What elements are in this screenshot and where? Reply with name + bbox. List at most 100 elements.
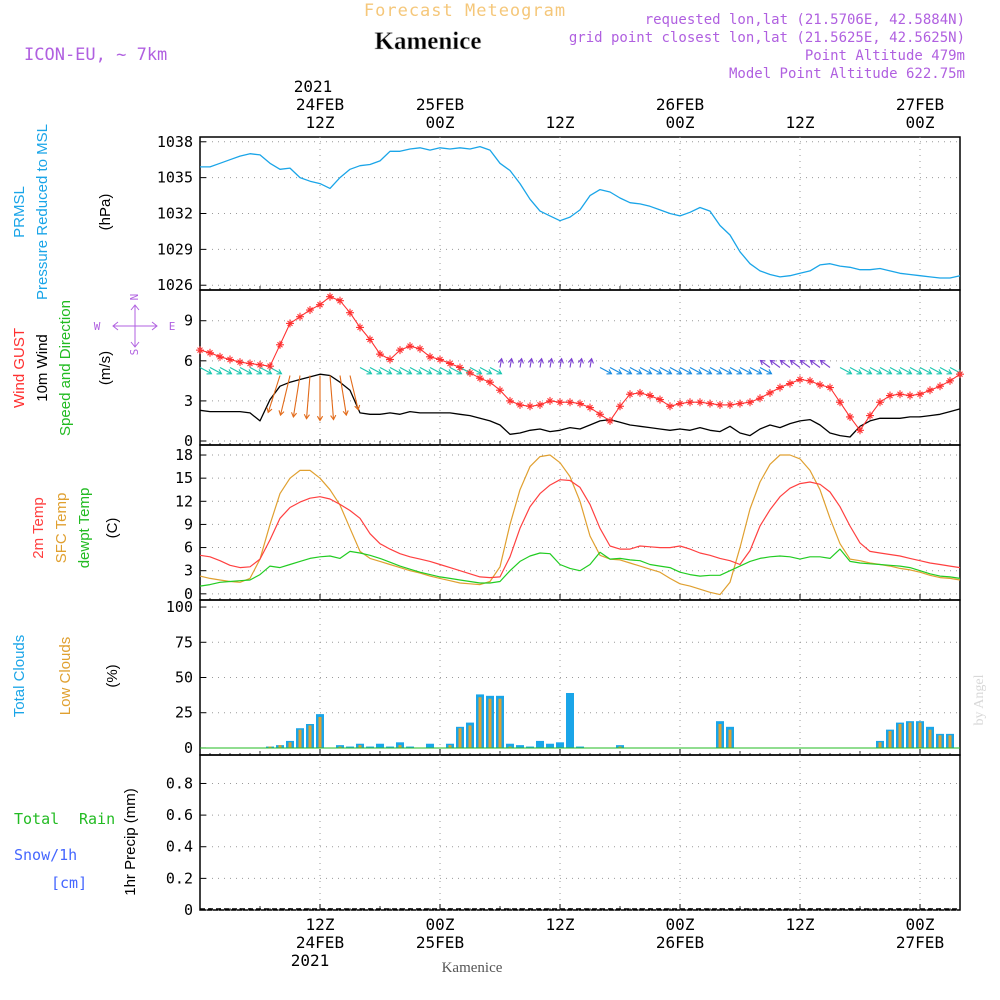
y-tick-label: 0.8 — [166, 774, 193, 792]
low-cloud-bar — [488, 698, 492, 748]
wind-arrow — [577, 357, 584, 368]
gust-marker — [436, 355, 444, 364]
wind-arrow — [769, 359, 781, 368]
wind-arrow — [679, 367, 693, 375]
total-cloud-bar — [546, 743, 554, 748]
compass-w: W — [94, 320, 101, 333]
bottom-year: 2021 — [291, 951, 330, 970]
wind-arrow — [779, 359, 791, 368]
total-cloud-bar — [406, 746, 414, 748]
gust-marker — [926, 386, 934, 395]
wind-arrow — [689, 367, 703, 375]
wind-arrow — [439, 367, 453, 375]
wind-arrow — [929, 367, 943, 375]
bottom-hour-label: 12Z — [546, 915, 575, 934]
y-tick-labels: 1026102910321035103803690369121518025507… — [157, 133, 193, 919]
gust-marker — [936, 382, 944, 391]
x-tick-labels: 12Z24FEB12Z24FEB00Z25FEB00Z25FEB12Z12Z00… — [296, 95, 944, 952]
low-cloud-bar — [618, 746, 622, 748]
gust-marker — [526, 402, 534, 411]
top-date-label: 27FEB — [896, 95, 944, 114]
precip-label-total: Total — [14, 810, 59, 828]
low-cloud-bar — [268, 746, 272, 748]
wind-arrow — [329, 375, 337, 421]
grid-point-coords: grid point closest lon,lat (21.5625E, 42… — [569, 30, 965, 46]
gust-marker — [376, 350, 384, 359]
wind-arrow — [219, 367, 233, 375]
gust-marker — [346, 308, 354, 317]
wind-arrow — [859, 367, 873, 375]
gust-marker — [446, 359, 454, 368]
grid-layer — [199, 137, 961, 911]
y-tick-label: 50 — [175, 669, 193, 687]
pressure-label-msl: Pressure Reduced to MSL — [34, 124, 51, 300]
wind-arrow — [729, 367, 743, 375]
wind-arrow — [419, 367, 433, 375]
wind-arrow — [469, 367, 483, 375]
gust-marker — [916, 390, 924, 399]
top-hour-label: 00Z — [666, 113, 695, 132]
top-year: 2021 — [294, 77, 333, 96]
gust-marker — [756, 394, 764, 403]
wind-arrow — [909, 367, 923, 375]
wind-arrow — [349, 375, 361, 411]
low-cloud-bar — [948, 735, 952, 748]
total-cloud-bar — [376, 743, 384, 748]
wind-arrow — [699, 367, 713, 375]
total-cloud-bar — [506, 743, 514, 748]
y-tick-label: 6 — [184, 352, 193, 370]
wind-arrow — [789, 359, 801, 368]
gust-marker — [286, 319, 294, 328]
pressure-line — [200, 145, 961, 279]
gust-marker — [796, 375, 804, 384]
total-cloud-bar — [336, 745, 344, 748]
wind-arrow — [629, 367, 643, 375]
gust-marker — [806, 376, 814, 385]
gust-marker — [246, 359, 254, 368]
total-cloud-bar — [616, 745, 624, 748]
gust-marker — [206, 348, 214, 357]
pressure-unit: (hPa) — [97, 194, 114, 231]
y-tick-label: 0.6 — [166, 806, 193, 824]
total-cloud-bar — [386, 746, 394, 748]
gust-marker — [396, 346, 404, 355]
y-tick-label: 1032 — [157, 205, 193, 223]
wind-arrow — [939, 367, 953, 375]
gust-marker — [816, 380, 824, 389]
gust-marker — [466, 368, 474, 377]
gust-marker — [486, 378, 494, 387]
gust-marker — [686, 398, 694, 407]
gust-marker — [956, 370, 964, 379]
wind-arrow — [409, 367, 423, 375]
top-hour-label: 00Z — [426, 113, 455, 132]
gust-marker — [586, 403, 594, 412]
wind-arrow — [587, 357, 594, 368]
clouds-label-total: Total Clouds — [11, 635, 28, 718]
gust-marker — [356, 323, 364, 332]
wind-unit: (m/s) — [97, 351, 114, 385]
y-tick-label: 6 — [184, 539, 193, 557]
wind-arrow — [709, 367, 723, 375]
low-cloud-bar — [938, 735, 942, 748]
gust-marker — [456, 363, 464, 372]
wind-arrow — [759, 367, 773, 375]
wind-arrow — [429, 367, 443, 375]
gust-marker — [646, 391, 654, 400]
bottom-location: Kamenice — [442, 960, 503, 976]
total-cloud-bar — [556, 742, 564, 748]
y-tick-label: 0 — [184, 901, 193, 919]
wind-arrow — [799, 359, 811, 368]
wind-arrow — [849, 367, 863, 375]
bottom-date-label: 26FEB — [656, 933, 704, 952]
wind-arrow — [839, 367, 853, 375]
temp-label-2m: 2m Temp — [30, 497, 47, 558]
gust-marker — [876, 398, 884, 407]
gust-marker — [516, 400, 524, 409]
gust-marker — [296, 312, 304, 321]
gust-marker — [726, 400, 734, 409]
y-tick-label: 0 — [184, 585, 193, 603]
wind-arrow — [537, 357, 544, 368]
gust-marker — [566, 398, 574, 407]
model-label: ICON-EU, ~ 7km — [24, 45, 167, 65]
